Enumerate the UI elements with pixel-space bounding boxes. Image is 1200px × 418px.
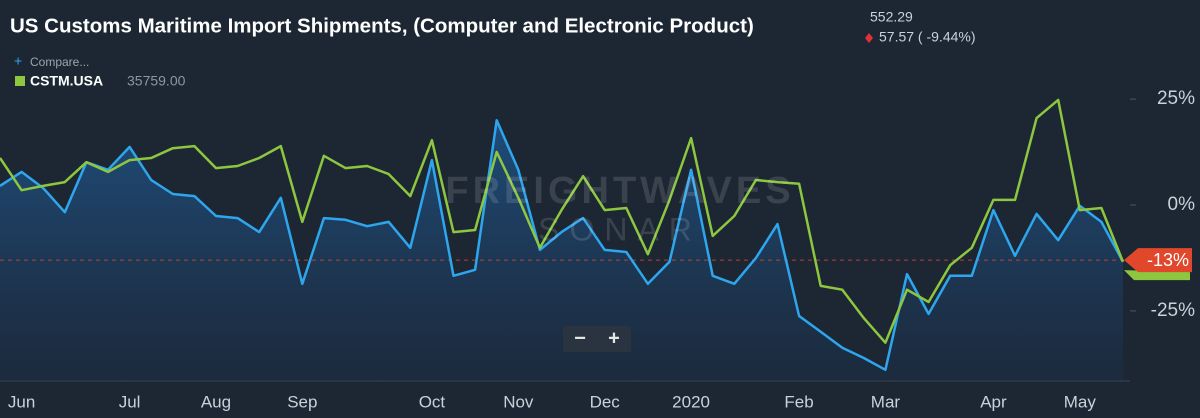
line — [0, 119, 1125, 372]
x-tick-label: Apr — [980, 392, 1007, 411]
x-tick-label: 2020 — [672, 392, 710, 411]
legend-swatch — [15, 76, 25, 86]
x-tick-label: Aug — [201, 392, 231, 411]
x-tick-label: Jun — [8, 392, 35, 411]
area — [0, 120, 1123, 381]
line — [0, 98, 1125, 344]
change-icon — [865, 33, 873, 43]
x-tick-label: Feb — [784, 392, 813, 411]
last-price: 552.29 — [870, 9, 913, 25]
chart-title: US Customs Maritime Import Shipments, (C… — [10, 14, 754, 37]
plot-area — [0, 98, 1130, 381]
legend-label: CSTM.USA — [30, 73, 103, 89]
zoom-controls — [563, 326, 631, 352]
zoom-in[interactable]: + — [608, 327, 620, 349]
x-tick-label: Dec — [590, 392, 621, 411]
reference-label: -13% — [1147, 250, 1189, 270]
compare-button[interactable]: Compare... — [30, 55, 89, 69]
x-tick-label: Jul — [119, 392, 141, 411]
x-tick-label: Mar — [871, 392, 901, 411]
watermark: FREIGHTWAVES — [445, 170, 794, 212]
zoom-out[interactable]: − — [574, 327, 586, 349]
x-tick-label: Sep — [287, 392, 317, 411]
change: 57.57 ( -9.44%) — [879, 29, 976, 45]
watermark-sub: SONAR — [538, 211, 702, 247]
x-tick-label: Nov — [503, 392, 534, 411]
y-tick-label: 25% — [1157, 88, 1195, 109]
x-tick-label: May — [1064, 392, 1097, 411]
legend-value: 35759.00 — [127, 73, 186, 89]
reference-tag — [1124, 248, 1192, 273]
y-tick-label: 0% — [1168, 194, 1196, 215]
series-tag — [1124, 270, 1190, 281]
x-tick-label: Oct — [419, 392, 446, 411]
y-tick-label: -25% — [1151, 300, 1195, 321]
compare-icon: + — [14, 53, 22, 69]
